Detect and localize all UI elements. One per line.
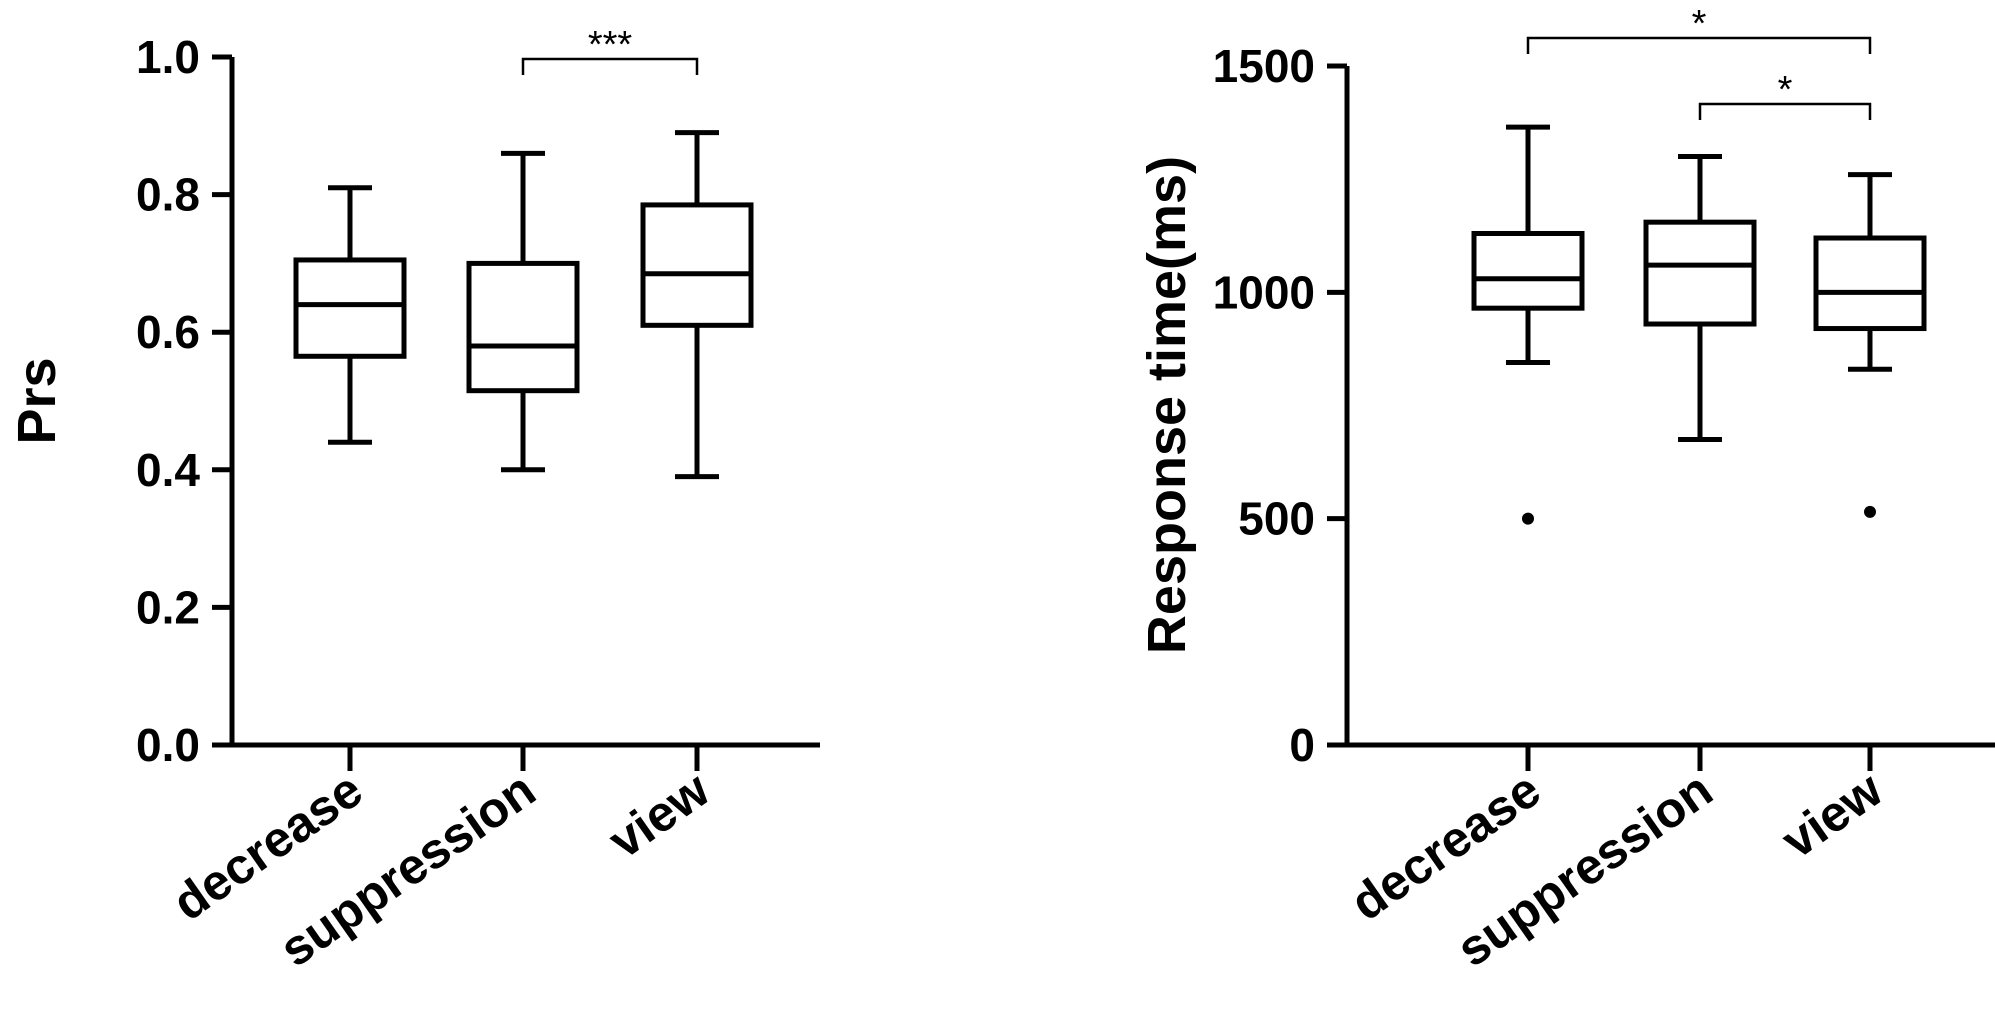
iqr-box: [1471, 230, 1585, 311]
y-tick-label: 0.4: [136, 444, 200, 496]
outlier-point: [1522, 512, 1534, 525]
y-axis-title: Prs: [7, 357, 67, 444]
bracket-line: [1698, 102, 1872, 120]
iqr-box: [466, 260, 580, 394]
significance-label: *: [1692, 3, 1707, 45]
iqr-box: [640, 202, 754, 328]
bracket-line: [521, 57, 699, 75]
iqr-box: [293, 257, 407, 359]
significance-bracket: *: [1698, 69, 1872, 120]
y-tick-label: 1500: [1213, 40, 1315, 92]
outlier-point: [1864, 505, 1876, 518]
significance-label: ***: [588, 24, 633, 66]
y-tick-label: 0.8: [136, 169, 200, 221]
iqr-box: [1643, 219, 1757, 327]
x-category-label: view: [1771, 761, 1892, 869]
significance-bracket: ***: [521, 24, 699, 75]
box-decrease: [293, 185, 407, 445]
y-tick-label: 1000: [1213, 266, 1315, 318]
y-tick-label: 0.0: [136, 719, 200, 771]
significance-bracket: *: [1526, 3, 1872, 54]
y-axis-title: Response time(ms): [1137, 156, 1197, 654]
box-suppression: [466, 150, 580, 473]
box-view: [1813, 172, 1927, 518]
y-tick-label: 1.0: [136, 31, 200, 83]
y-tick-label: 0: [1289, 719, 1315, 771]
bracket-line: [1526, 36, 1872, 54]
x-category-label: view: [598, 761, 719, 869]
box-decrease: [1471, 124, 1585, 525]
iqr-box: [1813, 235, 1927, 332]
box-suppression: [1643, 154, 1757, 442]
significance-label: *: [1778, 69, 1793, 111]
chart-1: 0.00.20.40.60.81.0Prsdecreasesuppression…: [7, 24, 820, 978]
y-tick-label: 500: [1238, 493, 1315, 545]
box-view: [640, 130, 754, 480]
y-tick-label: 0.6: [136, 306, 200, 358]
y-tick-label: 0.2: [136, 581, 200, 633]
